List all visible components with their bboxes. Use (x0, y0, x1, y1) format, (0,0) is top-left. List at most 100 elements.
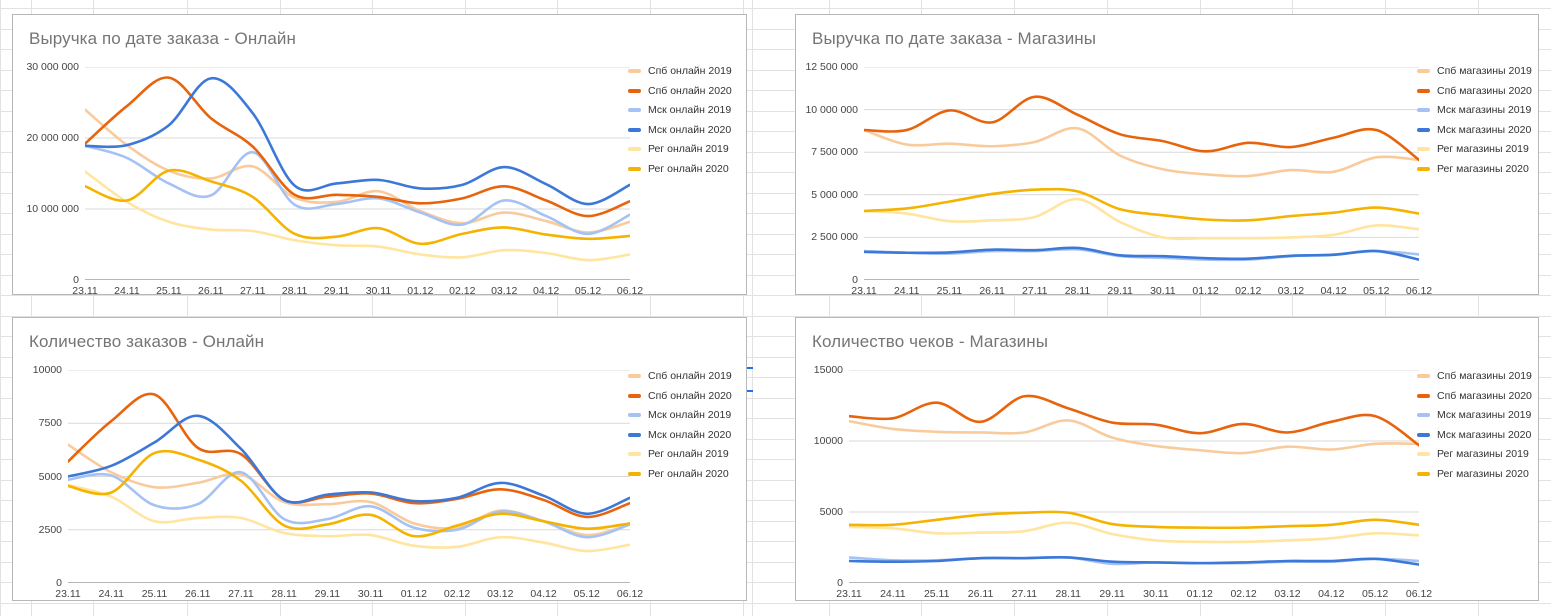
x-tick-label: 30.11 (357, 588, 384, 600)
sheet-row-divider (0, 377, 1551, 378)
series-line (68, 449, 630, 538)
legend-swatch-icon (1417, 127, 1430, 132)
x-tick-label: 23.11 (851, 285, 877, 295)
y-tick-label: 0 (56, 577, 62, 589)
x-axis-labels: 23.11 24.11 25.11 26.11 27.11 28.11 29.11 30.11… (55, 588, 643, 600)
legend-label: Спб онлайн 2020 (648, 84, 732, 97)
y-tick-label: 0 (837, 577, 843, 589)
y-tick-label: 7500 (38, 417, 62, 430)
plot-area (85, 67, 630, 280)
legend-item[interactable]: Рег магазины 2020 (1417, 163, 1529, 175)
series-line (864, 197, 1419, 241)
y-tick-label: 7 500 000 (811, 146, 858, 159)
legend-item[interactable]: Рег магазины 2019 (1417, 448, 1529, 460)
x-tick-label: 06.12 (616, 588, 644, 600)
chart-card-revenue-online[interactable]: Выручка по дате заказа - Онлайн 0 10 000 … (12, 14, 747, 295)
legend-item[interactable]: Рег онлайн 2020 (628, 163, 729, 175)
legend-swatch-icon (1417, 452, 1430, 456)
legend-item[interactable]: Спб онлайн 2020 (628, 85, 732, 97)
x-tick-label: 01.12 (400, 588, 427, 600)
sheet-column-divider (31, 0, 32, 616)
legend-swatch-icon (1417, 108, 1430, 112)
legend-swatch-icon (628, 88, 641, 93)
legend-item[interactable]: Спб магазины 2019 (1417, 370, 1532, 382)
series-line (864, 187, 1419, 222)
chart-card-receipts-stores[interactable]: Количество чеков - Магазины 0 5000 10000 15… (795, 317, 1539, 601)
legend-item[interactable]: Спб магазины 2020 (1417, 390, 1532, 402)
x-tick-label: 04.12 (530, 588, 557, 600)
series-line (85, 144, 630, 236)
sheet-column-divider (465, 0, 466, 616)
sheet-row-divider (0, 459, 1551, 460)
sheet-column-divider (743, 0, 744, 616)
legend-item[interactable]: Мск магазины 2019 (1417, 104, 1531, 116)
legend-item[interactable]: Мск магазины 2019 (1417, 409, 1531, 421)
legend-swatch-icon (628, 413, 641, 417)
y-axis-labels: 0 5000 10000 15000 (796, 364, 843, 589)
sheet-column-divider (921, 0, 922, 616)
legend-item[interactable]: Мск магазины 2020 (1417, 429, 1531, 441)
legend-item[interactable]: Мск онлайн 2019 (628, 104, 731, 116)
legend-item[interactable]: Рег онлайн 2019 (628, 448, 729, 460)
legend-item[interactable]: Мск онлайн 2019 (628, 409, 731, 421)
legend-item[interactable]: Рег онлайн 2019 (628, 143, 729, 155)
plot-area (864, 67, 1419, 280)
sheet-row-divider (0, 8, 1551, 9)
legend-label: Спб магазины 2020 (1437, 84, 1532, 97)
legend-item[interactable]: Рег онлайн 2020 (628, 468, 729, 480)
chart-card-revenue-stores[interactable]: Выручка по дате заказа - Магазины 0 2 500… (795, 14, 1539, 295)
y-tick-label: 10000 (32, 364, 62, 376)
x-tick-label: 06.12 (1405, 588, 1433, 600)
legend-swatch-icon (1417, 69, 1430, 73)
legend-item[interactable]: Спб онлайн 2020 (628, 390, 732, 402)
x-tick-label: 30.11 (1150, 285, 1176, 295)
sheet-row-divider (0, 193, 1551, 194)
sheet-row-divider (0, 275, 1551, 276)
x-tick-label: 02.12 (1230, 588, 1257, 600)
legend-item[interactable]: Мск магазины 2020 (1417, 124, 1531, 136)
y-tick-label: 10 000 000 (26, 203, 79, 215)
x-tick-label: 04.12 (1318, 588, 1345, 600)
sheet-column-divider (372, 0, 373, 616)
chart-plot-svg (849, 370, 1419, 583)
sheet-column-divider (1200, 0, 1201, 616)
x-tick-label: 29.11 (1107, 285, 1133, 295)
legend-swatch-icon (628, 69, 641, 73)
legend-label: Рег магазины 2019 (1437, 448, 1529, 460)
chart-card-orders-online[interactable]: Количество заказов - Онлайн 0 2500 5000 750… (12, 317, 747, 601)
sheet-column-divider (650, 0, 651, 616)
legend-item[interactable]: Спб магазины 2020 (1417, 85, 1532, 97)
x-tick-label: 24.11 (114, 285, 140, 295)
legend-item[interactable]: Мск онлайн 2020 (628, 429, 731, 441)
legend-item[interactable]: Рег магазины 2020 (1417, 468, 1529, 480)
legend-swatch-icon (1417, 147, 1430, 151)
legend-swatch-icon (628, 127, 641, 132)
legend-item[interactable]: Рег магазины 2019 (1417, 143, 1529, 155)
legend-item[interactable]: Мск онлайн 2020 (628, 124, 731, 136)
series-line (849, 510, 1419, 530)
legend-label: Мск магазины 2019 (1437, 409, 1532, 421)
legend-swatch-icon (1417, 471, 1430, 476)
series-line (68, 483, 630, 553)
series-line (68, 414, 630, 516)
x-tick-label: 03.12 (1277, 285, 1305, 295)
chart-plot-svg (85, 67, 630, 280)
series-line (85, 77, 630, 206)
legend-label: Рег онлайн 2020 (648, 467, 729, 480)
legend-item[interactable]: Спб магазины 2019 (1417, 65, 1532, 77)
x-tick-label: 30.11 (365, 285, 392, 295)
y-axis-labels: 0 2 500 000 5 000 000 7 500 000 10 000 000 12… (796, 61, 858, 286)
legend-item[interactable]: Спб онлайн 2019 (628, 65, 732, 77)
x-tick-label: 02.12 (1235, 285, 1262, 295)
x-tick-label: 03.12 (487, 588, 514, 600)
sheet-row-divider (0, 541, 1551, 542)
y-tick-label: 5 000 000 (811, 188, 858, 201)
x-tick-label: 27.11 (228, 588, 254, 600)
legend-item[interactable]: Спб онлайн 2019 (628, 370, 732, 382)
chart-title: Количество заказов - Онлайн (29, 332, 265, 351)
x-tick-label: 25.11 (923, 588, 950, 600)
legend-swatch-icon (628, 393, 641, 398)
sheet-column-divider (187, 0, 188, 616)
x-tick-label: 28.11 (1055, 588, 1081, 600)
x-tick-label: 28.11 (1064, 285, 1091, 295)
